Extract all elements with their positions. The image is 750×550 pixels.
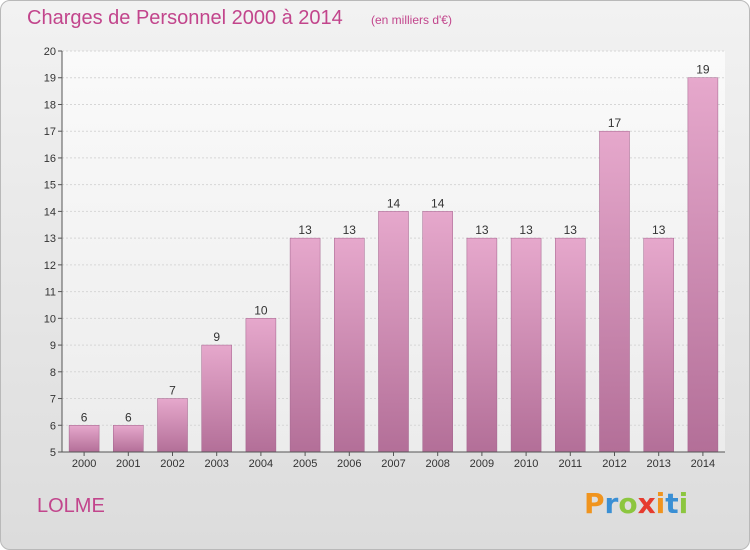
logo-letter: t <box>665 487 679 520</box>
logo-letter: i <box>655 487 666 520</box>
bar-2012 <box>599 130 630 453</box>
bar-value-label: 13 <box>475 223 489 237</box>
logo-letter: P <box>584 487 605 520</box>
bar-value-label: 14 <box>387 196 401 210</box>
bar-2014 <box>687 77 719 453</box>
bar-value-label: 17 <box>608 116 622 130</box>
bar-2010 <box>510 237 542 453</box>
bar-2003 <box>201 344 232 453</box>
bar-value-label: 6 <box>125 410 132 424</box>
y-tick-label: 8 <box>50 367 56 379</box>
x-tick-label: 2012 <box>602 458 626 470</box>
bar-value-label: 6 <box>81 410 88 424</box>
logo-letter: o <box>618 487 638 520</box>
x-tick-label: 2003 <box>204 458 228 470</box>
y-tick-label: 17 <box>44 126 56 138</box>
bar-value-label: 13 <box>298 223 312 237</box>
x-tick-label: 2008 <box>425 458 449 470</box>
x-tick-label: 2001 <box>116 458 140 470</box>
bar-2011 <box>555 237 586 453</box>
y-tick-label: 13 <box>44 233 56 245</box>
bar-value-label: 13 <box>564 223 578 237</box>
y-tick-label: 15 <box>44 180 56 192</box>
bar-2005 <box>289 237 321 453</box>
bar-2000 <box>68 425 100 453</box>
logo-letter: r <box>604 487 619 520</box>
x-tick-label: 2010 <box>514 458 538 470</box>
x-tick-label: 2009 <box>470 458 494 470</box>
bar-value-label: 13 <box>343 223 357 237</box>
x-tick-label: 2006 <box>337 458 361 470</box>
y-tick-label: 19 <box>44 73 56 85</box>
y-tick-label: 11 <box>45 287 56 299</box>
y-tick-label: 10 <box>44 313 56 325</box>
x-tick-label: 2013 <box>646 458 670 470</box>
bar-value-label: 13 <box>652 223 666 237</box>
bar-2007 <box>378 211 409 453</box>
y-tick-label: 20 <box>44 46 56 58</box>
chart-title: Charges de Personnel 2000 à 2014 <box>27 7 343 29</box>
bar-value-label: 14 <box>431 196 445 210</box>
y-tick-label: 16 <box>44 153 56 165</box>
y-tick-label: 12 <box>44 260 56 272</box>
bar-value-label: 9 <box>213 330 220 344</box>
chart-subtitle: (en milliers d'€) <box>371 13 452 27</box>
logo-letter: x <box>637 487 656 520</box>
bar-2001 <box>113 425 144 453</box>
y-tick-label: 7 <box>50 394 56 406</box>
bar-value-label: 13 <box>519 223 533 237</box>
y-tick-label: 18 <box>44 99 56 111</box>
y-tick-label: 6 <box>50 420 56 432</box>
proxiti-logo: Proxiti <box>584 487 688 520</box>
x-tick-label: 2004 <box>249 458 273 470</box>
x-tick-label: 2000 <box>72 458 96 470</box>
y-tick-label: 9 <box>50 340 56 352</box>
bar-value-label: 7 <box>169 384 176 398</box>
bar-value-label: 10 <box>254 303 268 317</box>
bar-value-label: 19 <box>696 63 710 77</box>
x-tick-label: 2011 <box>558 458 582 470</box>
bar-2009 <box>466 237 498 453</box>
bar-2006 <box>334 237 365 453</box>
bar-2008 <box>422 211 453 453</box>
x-tick-label: 2005 <box>293 458 317 470</box>
bar-2002 <box>157 398 188 453</box>
bar-2004 <box>245 318 277 453</box>
x-tick-label: 2014 <box>691 458 715 470</box>
logo-letter: i <box>678 487 689 520</box>
bar-2013 <box>643 237 674 453</box>
y-tick-label: 14 <box>44 206 56 218</box>
y-tick-label: 5 <box>50 447 56 459</box>
commune-name: LOLME <box>37 495 105 517</box>
x-tick-label: 2007 <box>381 458 405 470</box>
x-tick-label: 2002 <box>160 458 184 470</box>
